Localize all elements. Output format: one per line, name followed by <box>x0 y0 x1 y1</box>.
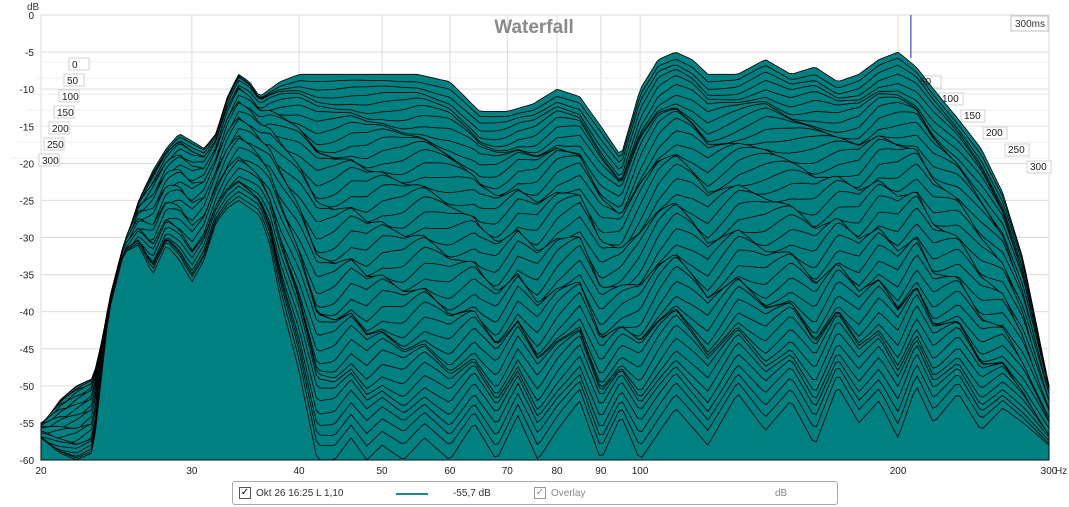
y-tick-label: -55 <box>20 419 35 430</box>
time-tick-right: 100 <box>942 94 959 105</box>
x-tick-label: 80 <box>551 466 563 477</box>
time-tick-left: 100 <box>62 92 79 103</box>
y-unit-label: dB <box>27 2 40 13</box>
x-tick-label: 60 <box>444 466 456 477</box>
y-tick-label: -10 <box>20 85 35 96</box>
time-tick-left: 150 <box>57 108 74 119</box>
time-tick-left: 50 <box>67 76 79 87</box>
time-tick-box <box>960 109 986 123</box>
legend-checkbox-overlay[interactable]: ✓ <box>534 487 546 499</box>
legend-swatch <box>396 493 428 495</box>
time-tick-left: 250 <box>47 140 64 151</box>
time-axis-label-box <box>1010 15 1049 32</box>
time-tick-box <box>38 153 60 167</box>
y-tick-label: -40 <box>20 308 35 319</box>
y-tick-label: -35 <box>20 271 35 282</box>
time-tick-right: 250 <box>1008 145 1025 156</box>
waterfall-slices <box>40 51 1050 461</box>
time-axis-label: 300ms <box>1015 19 1045 30</box>
time-tick-box <box>53 105 75 119</box>
y-tick-label: -60 <box>20 456 35 467</box>
x-tick-label: 200 <box>890 466 907 477</box>
x-tick-label: 70 <box>502 466 514 477</box>
x-tick-label: 30 <box>186 466 198 477</box>
chart-title: Waterfall <box>494 17 574 38</box>
x-tick-label: 20 <box>35 466 47 477</box>
time-tick-left: 300 <box>42 156 59 167</box>
time-tick-box <box>43 137 65 151</box>
legend-bar: ✓ Okt 26 16:25 L 1,10 -55,7 dB ✓ Overlay… <box>232 481 838 505</box>
time-tick-box <box>63 73 85 87</box>
time-tick-right: 200 <box>986 128 1003 139</box>
axis-labels: 20 30 40 50 60 70 80 90 100 200 300 0 -5 -10 -15 -20 -25… <box>20 11 1058 477</box>
x-tick-label: 40 <box>293 466 305 477</box>
time-tick-box <box>58 89 80 103</box>
x-tick-label: 50 <box>377 466 389 477</box>
y-tick-label: -25 <box>20 196 35 207</box>
legend-measurement-name: Okt 26 16:25 L 1,10 <box>256 488 344 499</box>
time-tick-left: 0 <box>72 60 78 71</box>
time-tick-left: 200 <box>52 124 69 135</box>
y-tick-label: -15 <box>20 122 35 133</box>
time-tick-box <box>1026 160 1052 174</box>
x-unit-label: Hz <box>1055 466 1067 477</box>
y-tick-label: -45 <box>20 345 35 356</box>
legend-measurement-value: -55,7 dB <box>453 488 491 499</box>
time-tick-box <box>982 126 1008 140</box>
x-tick-label: 90 <box>595 466 607 477</box>
y-tick-label: -50 <box>20 382 35 393</box>
time-tick-box <box>1004 143 1030 157</box>
waterfall-slice <box>40 200 1050 461</box>
time-tick-right: 50 <box>920 77 932 88</box>
legend-checkbox-measurement[interactable]: ✓ <box>239 487 251 499</box>
time-tick-box <box>68 57 90 71</box>
chart-svg: 20 30 40 50 60 70 80 90 100 200 300 0 -5 -10 -15 -20 -25… <box>12 2 1067 477</box>
time-tick-box <box>48 121 70 135</box>
y-tick-label: 0 <box>28 11 34 22</box>
x-tick-label: 100 <box>632 466 649 477</box>
x-tick-label: 300 <box>1041 466 1058 477</box>
y-tick-label: -5 <box>25 48 34 59</box>
time-tick-right: 300 <box>1030 162 1047 173</box>
legend-overlay-unit: dB <box>775 488 788 499</box>
time-tick-right: 150 <box>964 111 981 122</box>
legend-overlay-name: Overlay <box>551 488 586 499</box>
y-tick-label: -30 <box>20 234 35 245</box>
y-tick-label: -20 <box>20 159 35 170</box>
waterfall-chart: 20 30 40 50 60 70 80 90 100 200 300 0 -5 -10 -15 -20 -25… <box>12 2 1067 477</box>
